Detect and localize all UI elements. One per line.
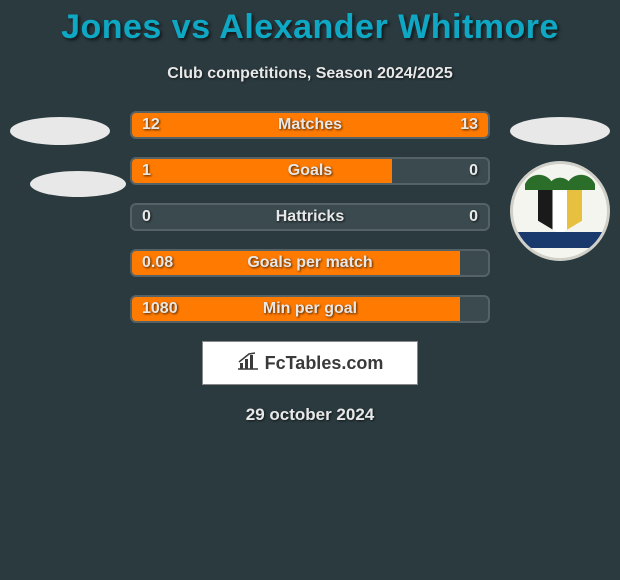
watermark-text: FcTables.com: [265, 353, 384, 374]
stat-row: 0.08 Goals per match: [130, 249, 490, 277]
stat-row: 1 Goals 0: [130, 157, 490, 185]
stat-row: 1080 Min per goal: [130, 295, 490, 323]
page-title: Jones vs Alexander Whitmore: [0, 0, 620, 47]
date-label: 29 october 2024: [0, 405, 620, 425]
stat-row: 0 Hattricks 0: [130, 203, 490, 231]
subtitle: Club competitions, Season 2024/2025: [0, 65, 620, 83]
placeholder-oval-icon: [30, 171, 126, 197]
stat-value-right: 0: [469, 159, 478, 183]
club-crest-icon: [510, 161, 610, 261]
stat-label: Hattricks: [132, 205, 488, 229]
placeholder-oval-icon: [10, 117, 110, 145]
left-player-badge: [10, 111, 110, 211]
right-player-badge: [510, 111, 610, 211]
bar-chart-icon: [237, 352, 259, 375]
placeholder-oval-icon: [510, 117, 610, 145]
watermark: FcTables.com: [202, 341, 418, 385]
comparison-panel: 12 Matches 13 1 Goals 0 0 Hattricks 0 0.…: [0, 111, 620, 425]
stat-row: 12 Matches 13: [130, 111, 490, 139]
stat-label: Min per goal: [132, 297, 488, 321]
stat-value-right: 13: [460, 113, 478, 137]
stat-label: Goals per match: [132, 251, 488, 275]
stat-value-right: 0: [469, 205, 478, 229]
stat-label: Matches: [132, 113, 488, 137]
stat-label: Goals: [132, 159, 488, 183]
stat-bars: 12 Matches 13 1 Goals 0 0 Hattricks 0 0.…: [130, 111, 490, 323]
